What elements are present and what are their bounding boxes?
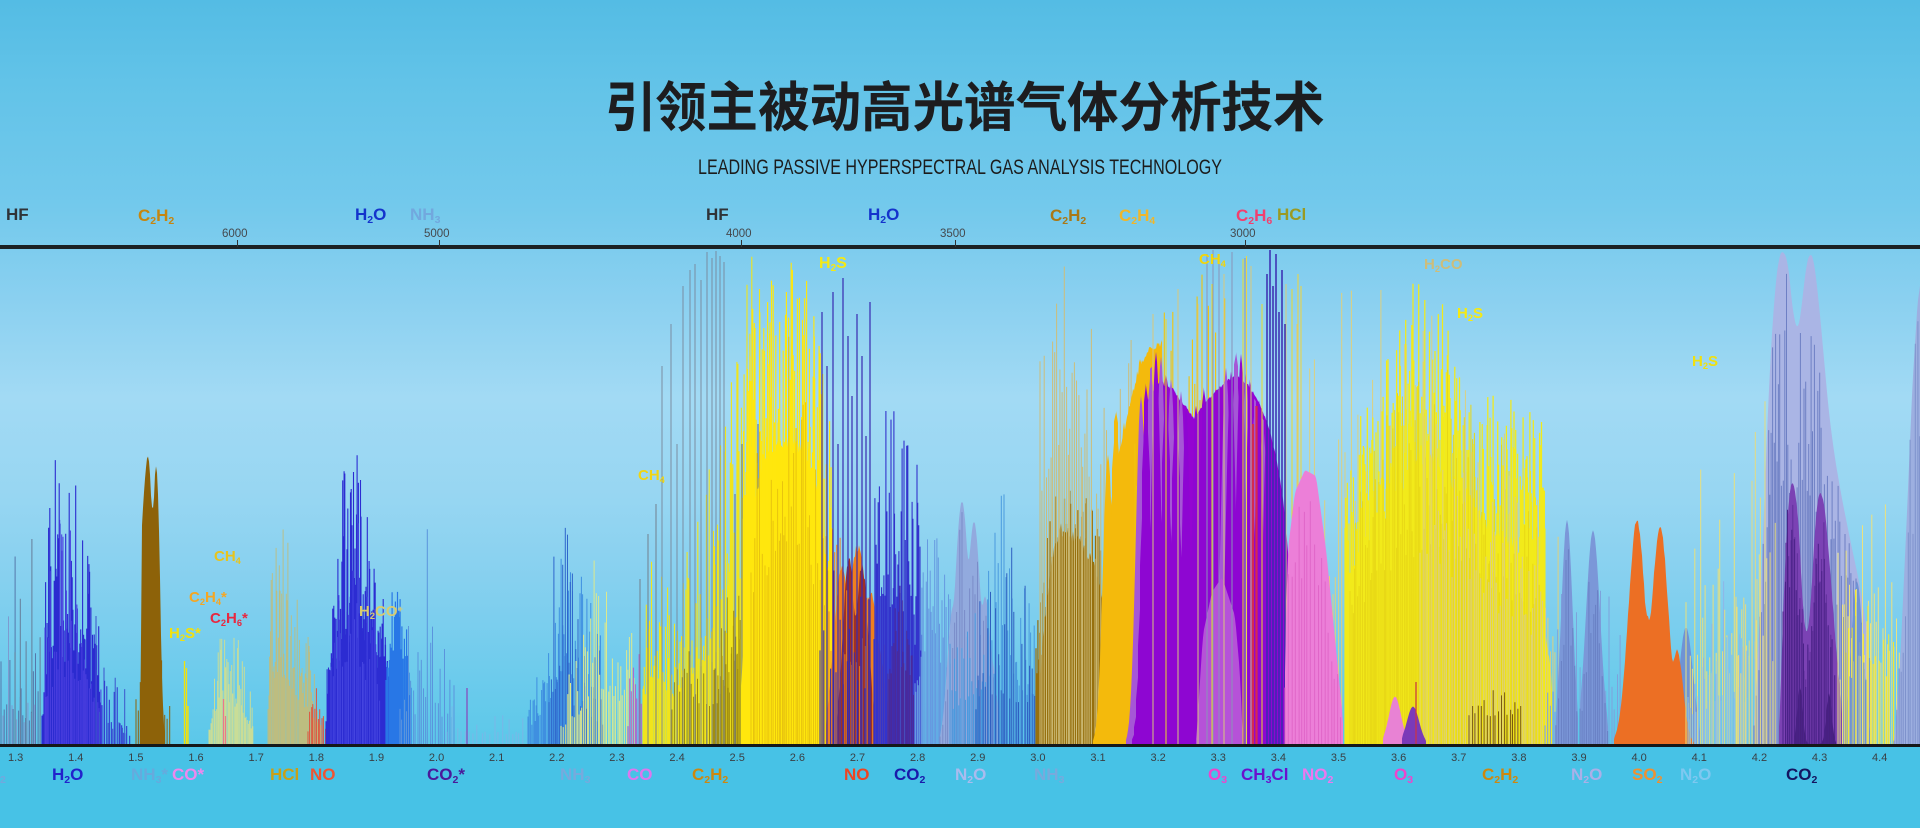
svg-text:LEADING PASSIVE HYPERSPECTRAL: LEADING PASSIVE HYPERSPECTRAL GAS ANALYS… bbox=[698, 155, 1222, 179]
